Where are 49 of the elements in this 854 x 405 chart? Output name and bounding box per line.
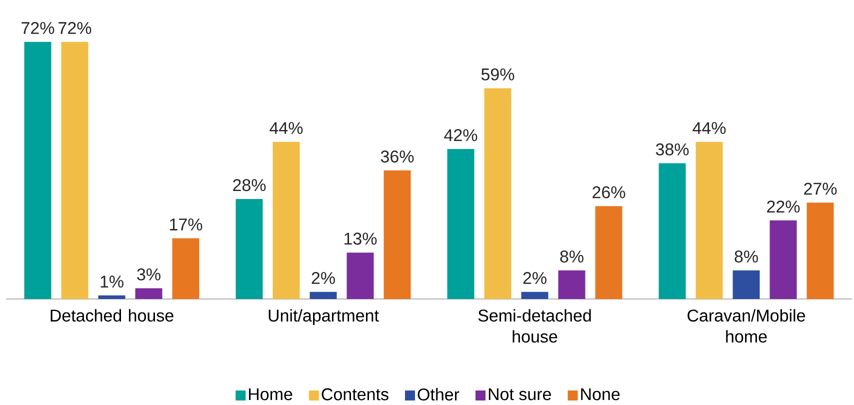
x-tick-label: Detached house <box>50 309 174 322</box>
data-label: 72% <box>22 22 54 34</box>
data-label: 26% <box>592 186 626 198</box>
legend-label: Contents <box>322 388 388 400</box>
legend-label: Not sure <box>488 388 551 400</box>
data-label: 42% <box>444 129 478 142</box>
bar <box>272 142 300 299</box>
data-label: 27% <box>804 182 837 195</box>
bar <box>595 206 622 299</box>
bar <box>135 288 162 299</box>
bar <box>98 295 126 299</box>
bar <box>384 170 411 299</box>
bar <box>696 142 723 299</box>
data-label: 8% <box>734 250 758 263</box>
data-label: 2% <box>312 272 335 284</box>
legend-label: Home <box>249 388 292 400</box>
bar <box>658 163 686 299</box>
bar <box>447 148 474 299</box>
bar <box>172 238 200 299</box>
data-label: 2% <box>523 272 546 284</box>
bar <box>732 270 760 299</box>
legend-label: Other <box>418 388 460 401</box>
data-label: 8% <box>560 250 584 263</box>
x-tick-label: Unit/apartment <box>268 309 379 325</box>
data-label: 3% <box>137 268 160 280</box>
data-label: 44% <box>692 122 726 134</box>
data-label: 13% <box>344 232 377 245</box>
bar <box>484 88 512 299</box>
data-label: 36% <box>380 150 414 163</box>
data-label: 1% <box>100 276 124 288</box>
legend-label: None <box>581 388 620 400</box>
bar <box>310 292 337 299</box>
bar <box>770 220 797 299</box>
x-tick-label: Semi-detached house <box>478 309 591 343</box>
data-label: 72% <box>58 22 92 34</box>
bar <box>346 252 374 299</box>
bar <box>24 42 52 299</box>
bar <box>521 292 548 299</box>
data-label: 44% <box>270 122 303 134</box>
bar <box>61 42 88 299</box>
data-label: 28% <box>233 179 266 192</box>
bar <box>806 202 834 299</box>
data-label: 59% <box>481 68 514 80</box>
data-label: 17% <box>170 218 202 230</box>
bar <box>558 270 586 299</box>
bar <box>236 199 263 299</box>
data-label: 22% <box>767 200 800 213</box>
data-label: 38% <box>656 143 689 156</box>
x-tick-label: Caravan/Mobile home <box>688 309 806 343</box>
